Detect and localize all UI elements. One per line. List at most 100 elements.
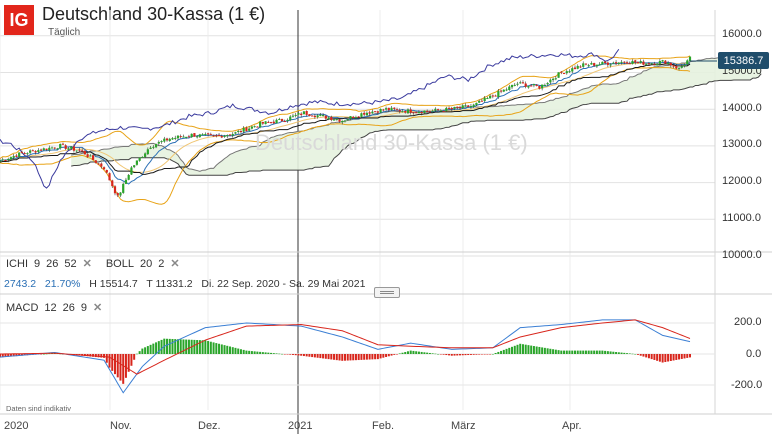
candle-up bbox=[48, 147, 51, 151]
x-tick-label: Apr. bbox=[562, 420, 582, 432]
remove-boll-icon[interactable]: ✕ bbox=[170, 258, 180, 270]
macd-hist-bar-positive bbox=[182, 339, 185, 354]
macd-hist-bar-positive bbox=[500, 350, 503, 354]
macd-hist-bar-negative bbox=[324, 354, 327, 359]
macd-hist-bar-positive bbox=[494, 352, 497, 354]
candle-up bbox=[144, 153, 147, 157]
candle-down bbox=[31, 150, 34, 152]
macd-hist-bar-positive bbox=[250, 351, 253, 354]
candle-down bbox=[116, 193, 119, 196]
candle-down bbox=[215, 135, 218, 137]
date-range: Di. 22 Sep. 2020 - Sa. 29 Mai 2021 bbox=[201, 278, 366, 290]
macd-hist-bar-positive bbox=[516, 344, 519, 354]
candle-up bbox=[346, 119, 349, 121]
candle-up bbox=[171, 138, 174, 140]
macd-hist-bar-positive bbox=[593, 350, 596, 354]
macd-hist-bar-negative bbox=[461, 354, 464, 356]
macd-hist-bar-negative bbox=[108, 354, 111, 368]
candle-down bbox=[305, 110, 308, 115]
macd-hist-bar-positive bbox=[524, 344, 527, 354]
ichi-param: 9 bbox=[34, 257, 41, 270]
macd-hist-bar-positive bbox=[152, 343, 155, 354]
macd-hist-bar-negative bbox=[283, 354, 286, 355]
candle-up bbox=[332, 119, 336, 121]
candle-up bbox=[327, 117, 330, 120]
candle-down bbox=[267, 121, 270, 123]
macd-hist-bar-positive bbox=[264, 352, 267, 354]
y-tick-label: 10000.0 bbox=[722, 249, 762, 261]
macd-hist-bar-positive bbox=[431, 353, 434, 354]
candle-up bbox=[502, 89, 505, 92]
candle-up bbox=[18, 152, 21, 157]
macd-hist-bar-positive bbox=[185, 339, 188, 354]
watermark-text: Deutschland 30-Kassa (1 €) bbox=[255, 130, 528, 155]
candle-up bbox=[478, 100, 481, 103]
macd-hist-bar-positive bbox=[229, 346, 231, 354]
candle-down bbox=[34, 150, 37, 153]
candle-up bbox=[658, 61, 661, 64]
macd-hist-bar-negative bbox=[111, 354, 114, 371]
macd-hist-bar-positive bbox=[617, 352, 620, 354]
candle-down bbox=[165, 138, 169, 141]
candle-up bbox=[666, 62, 670, 65]
macd-hist-bar-negative bbox=[360, 354, 363, 360]
candle-down bbox=[53, 147, 56, 149]
macd-hist-bar-negative bbox=[311, 354, 314, 358]
candle-down bbox=[102, 167, 106, 170]
candle-up bbox=[371, 111, 374, 114]
candle-down bbox=[562, 73, 566, 75]
candle-up bbox=[489, 95, 492, 99]
candle-up bbox=[335, 119, 338, 121]
pane-resize-handle[interactable] bbox=[374, 287, 400, 298]
candle-up bbox=[42, 148, 45, 151]
macd-hist-bar-positive bbox=[428, 352, 431, 354]
macd-hist-bar-positive bbox=[557, 350, 560, 354]
candle-up bbox=[582, 63, 585, 67]
candle-up bbox=[417, 111, 421, 114]
macd-hist-bar-positive bbox=[259, 351, 262, 354]
candle-up bbox=[568, 71, 571, 73]
candle-up bbox=[686, 60, 689, 65]
candle-up bbox=[0, 160, 2, 162]
macd-hist-bar-positive bbox=[601, 350, 604, 354]
macd-param: 12 bbox=[44, 301, 57, 314]
candle-up bbox=[321, 115, 325, 117]
candle-up bbox=[316, 115, 319, 118]
macd-hist-bar-negative bbox=[472, 354, 475, 355]
macd-hist-bar-positive bbox=[193, 339, 196, 354]
y-tick-label: 12000.0 bbox=[722, 175, 762, 187]
candle-down bbox=[97, 163, 100, 165]
candle-up bbox=[434, 108, 437, 111]
candle-down bbox=[39, 149, 43, 151]
candle-down bbox=[653, 63, 656, 65]
candle-up bbox=[26, 153, 29, 155]
macd-hist-bar-positive bbox=[538, 346, 541, 354]
candle-up bbox=[135, 160, 139, 165]
macd-hist-bar-negative bbox=[92, 354, 95, 357]
macd-hist-bar-negative bbox=[300, 354, 303, 356]
candle-up bbox=[445, 107, 448, 111]
macd-hist-bar-positive bbox=[560, 350, 563, 354]
candle-down bbox=[623, 61, 626, 63]
candle-down bbox=[23, 153, 26, 155]
remove-macd-icon[interactable]: ✕ bbox=[93, 302, 103, 314]
macd-hist-bar-positive bbox=[606, 351, 609, 354]
macd-hist-bar-positive bbox=[568, 350, 571, 354]
candle-up bbox=[483, 97, 486, 102]
macd-hist-bar-negative bbox=[313, 354, 316, 358]
candle-down bbox=[560, 71, 563, 73]
candle-up bbox=[486, 98, 489, 100]
remove-ichi-icon[interactable]: ✕ bbox=[82, 258, 92, 270]
candle-down bbox=[4, 160, 7, 162]
candle-up bbox=[549, 79, 552, 83]
macd-hist-bar-negative bbox=[371, 354, 374, 360]
macd-hist-bar-negative bbox=[393, 354, 396, 355]
macd-hist-bar-negative bbox=[354, 354, 357, 361]
macd-hist-bar-positive bbox=[253, 351, 256, 354]
macd-hist-bar-negative bbox=[650, 354, 653, 360]
candle-down bbox=[193, 133, 196, 137]
candle-down bbox=[81, 150, 84, 152]
candle-up bbox=[546, 82, 549, 85]
macd-hist-bar-positive bbox=[587, 350, 590, 354]
